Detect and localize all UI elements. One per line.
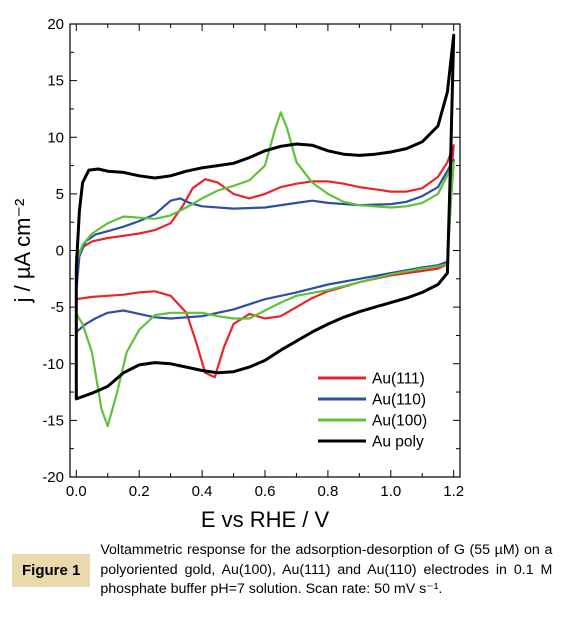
y-tick-label: -10 — [42, 356, 64, 373]
legend: Au(111) Au(110) Au(100) Au poly — [318, 371, 427, 451]
x-tick-label: 1.2 — [443, 483, 464, 500]
x-tick-label: 0.4 — [192, 483, 213, 500]
legend-label-au-poly: Au poly — [372, 434, 424, 451]
plot-frame — [69, 23, 461, 478]
legend-label-au-110: Au(110) — [372, 392, 426, 409]
y-tick-label: 10 — [47, 129, 64, 146]
x-tick-label: 1.0 — [380, 483, 401, 500]
axis-ticks — [70, 23, 460, 478]
y-tick-label: 0 — [56, 243, 64, 260]
x-tick-label: 0.8 — [317, 483, 338, 500]
y-axis-label: j / µA cm⁻² — [10, 199, 35, 304]
x-axis-label: E vs RHE / V — [201, 507, 330, 532]
caption-text: Voltammetric response for the adsorption… — [100, 542, 553, 597]
voltammogram-curves — [74, 33, 456, 428]
y-tick-label: -15 — [42, 412, 64, 429]
y-tick-label: 15 — [47, 73, 64, 90]
figure-caption: Figure 1 Voltammetric response for the a… — [12, 541, 558, 629]
series-line-au-poly — [74, 33, 456, 401]
y-tick-label: -20 — [42, 469, 64, 486]
voltammetry-chart: 0.0 0.2 0.4 0.6 0.8 1.0 1.2 -20 -15 -10 -5 0 5 10 15 20… — [10, 16, 464, 532]
figure-label: Figure 1 — [12, 554, 91, 587]
x-tick-label: 0.0 — [66, 483, 87, 500]
legend-label-au-111: Au(111) — [372, 371, 425, 388]
tick-labels: 0.0 0.2 0.4 0.6 0.8 1.0 1.2 -20 -15 -10 -5 0 5 10 15 20 — [42, 16, 464, 500]
y-tick-label: -5 — [51, 299, 64, 316]
series-line-au-110 — [75, 158, 455, 334]
x-tick-label: 0.6 — [255, 483, 276, 500]
y-tick-label: 5 — [56, 186, 64, 203]
series-line-au-100 — [75, 111, 455, 428]
y-tick-label: 20 — [47, 16, 64, 33]
legend-label-au-100: Au(100) — [372, 413, 427, 430]
x-tick-label: 0.2 — [129, 483, 150, 500]
